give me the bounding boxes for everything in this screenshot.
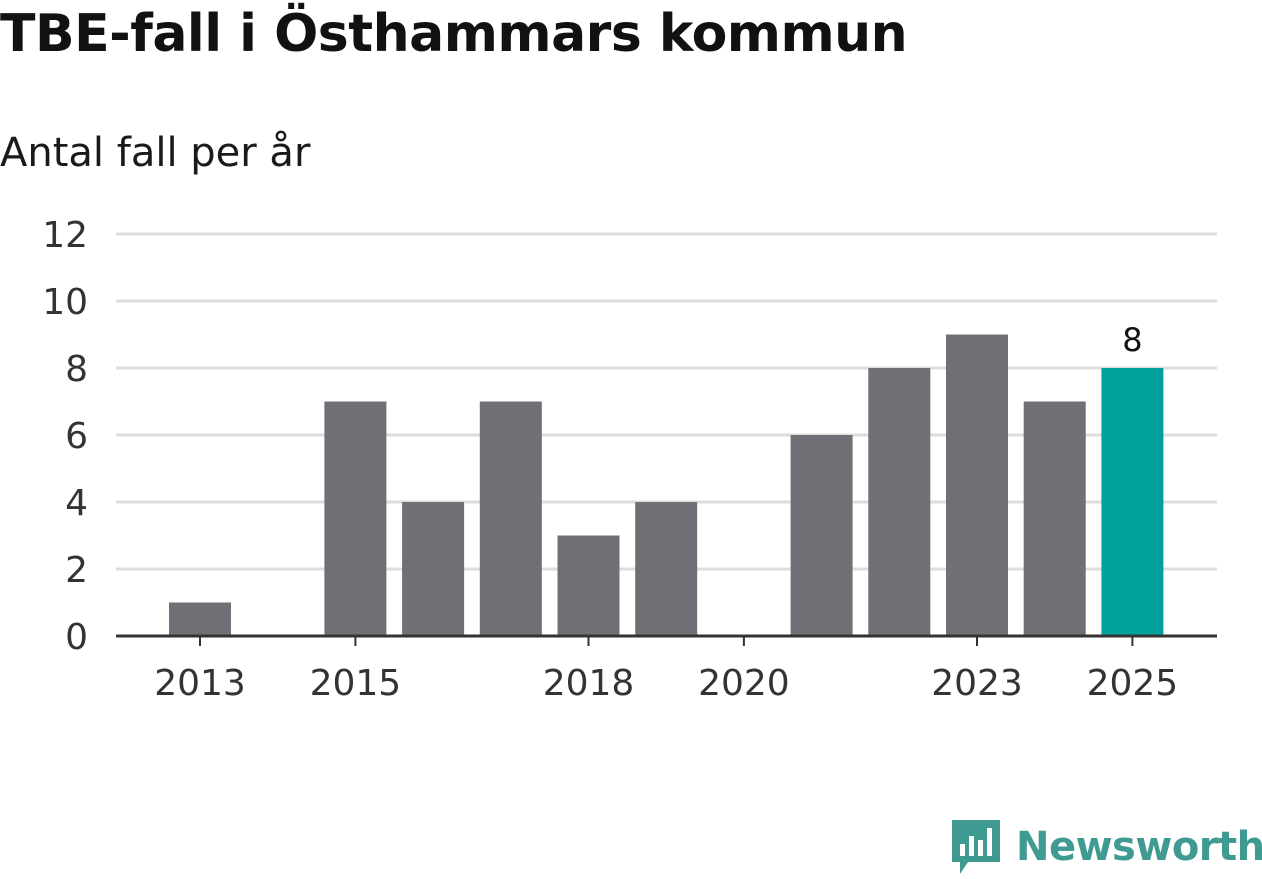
bar-2016 [402, 502, 465, 636]
bar-2025 [1101, 368, 1164, 636]
chart-title: TBE-fall i Östhammars kommun [0, 4, 908, 64]
data-label: 8 [1122, 321, 1142, 359]
newsworthy-logo: Newsworthy [950, 818, 1262, 876]
bar-2013 [169, 602, 231, 636]
y-tick-label: 8 [65, 349, 88, 390]
newsworthy-logo-icon [952, 820, 1000, 874]
bars [169, 334, 1164, 636]
x-tick-label: 2023 [931, 663, 1023, 704]
bar-2021 [790, 435, 853, 636]
y-tick-label: 6 [65, 416, 88, 457]
chart-subtitle: Antal fall per år [0, 130, 311, 176]
bar-2018 [557, 535, 620, 636]
bar-2023 [946, 334, 1008, 636]
y-tick-label: 4 [65, 483, 88, 524]
y-tick-label: 10 [42, 282, 88, 323]
bar-2017 [479, 401, 542, 636]
bar-chart: 0 2 4 6 8 10 12 2013 2015 2018 2020 2023 2025 8 [42, 215, 1217, 704]
bar-2022 [868, 368, 931, 636]
x-tick-label: 2025 [1087, 663, 1179, 704]
x-tick-label: 2018 [543, 663, 635, 704]
y-tick-label: 0 [65, 617, 88, 658]
newsworthy-logo-text: Newsworthy [1016, 824, 1262, 870]
bar-2019 [635, 502, 698, 636]
y-tick-label: 2 [65, 550, 88, 591]
bar-2015 [324, 401, 387, 636]
labels: 0 2 4 6 8 10 12 2013 2015 2018 2020 2023 2025 8 [42, 215, 1178, 704]
x-tick-label: 2020 [698, 663, 790, 704]
bar-2024 [1023, 401, 1086, 636]
y-tick-label: 12 [42, 215, 88, 256]
axes [116, 634, 1217, 646]
x-tick-label: 2015 [310, 663, 402, 704]
x-tick-label: 2013 [154, 663, 246, 704]
